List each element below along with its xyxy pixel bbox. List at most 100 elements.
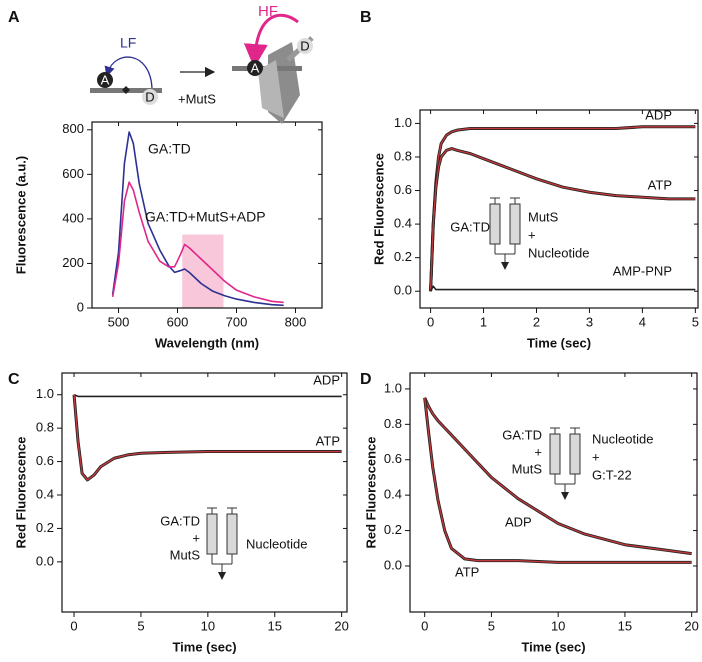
plot-frame [419,109,699,309]
y-tick-label: 0.2 [394,249,412,264]
y-tick-label: 0.6 [36,453,54,468]
acceptor [97,72,113,88]
x-tick-label: 500 [108,314,130,329]
x-tick-label: 2 [533,314,540,329]
inset-label: + [192,530,200,545]
x-tick-label: 10 [551,618,565,633]
panel-letter: A [8,9,20,26]
inset-label: GA:TD [160,513,200,528]
donor [297,38,313,54]
x-tick-label: 10 [201,618,215,633]
data-line [111,131,284,307]
x-tick-label: 800 [285,314,307,329]
hf-label: HF [258,3,278,20]
y-tick-label: 0.8 [394,148,412,163]
y-tick-label: 0.2 [384,522,402,537]
syringe-barrel [489,203,501,245]
x-tick-label: 0 [427,314,434,329]
data-line [111,181,284,304]
x-tick-label: 15 [618,618,632,633]
x-tick-label: 3 [586,314,593,329]
acceptor-label: A [101,72,110,87]
y-tick-label: 600 [62,166,84,181]
inset-label: Nucleotide [592,431,653,446]
data-line [423,397,692,564]
y-tick-label: 1.0 [384,380,402,395]
series-label: GA:TD [148,141,191,157]
fit-line [429,147,696,292]
x-axis-title: Time (sec) [521,639,585,654]
y-tick-label: 200 [62,255,84,270]
y-tick-label: 0 [77,299,84,314]
panel-letter: C [8,371,20,388]
plot-frame [91,121,323,309]
data-line [73,393,342,398]
x-tick-label: 700 [226,314,248,329]
inset-label: GA:TD [502,427,542,442]
y-tick-label: 0.0 [384,557,402,572]
data-line [423,397,692,556]
y-tick-label: 0.0 [36,553,54,568]
series-label: AMP-PNP [613,263,672,278]
inset-label: + [592,449,600,464]
inset-label: MutS [528,209,559,224]
series-label: GA:TD+MutS+ADP [145,209,266,225]
fit-line [429,126,696,292]
donor [142,89,158,105]
inset-label: + [528,227,536,242]
inset-label: MutS [170,547,201,562]
y-tick-label: 0.8 [36,420,54,435]
panel-letter: D [360,371,372,388]
mismatch [122,86,130,94]
series-label: ADP [505,514,532,529]
y-tick-label: 0.8 [384,416,402,431]
y-tick-label: 0.4 [384,487,402,502]
y-tick-label: 800 [62,121,84,136]
x-axis-title: Time (sec) [172,639,236,654]
data-line [429,285,696,292]
x-tick-label: 0 [421,618,428,633]
series-label: ADP [313,372,340,387]
x-axis-title: Wavelength (nm) [155,335,259,350]
x-tick-label: 0 [70,618,77,633]
series-label: ATP [316,433,340,448]
fit-line [424,397,692,555]
hf-arc [243,13,299,68]
x-tick-label: 1 [480,314,487,329]
syringe-barrel [226,513,238,555]
y-tick-label: 0.4 [394,216,412,231]
y-axis-title: Fluorescence (a.u.) [13,156,28,274]
y-tick-label: 1.0 [36,386,54,401]
syringe-barrel [206,513,218,555]
inset-label: Nucleotide [528,245,589,260]
x-tick-label: 20 [684,618,698,633]
donor-label: D [300,38,309,53]
x-tick-label: 5 [692,314,699,329]
y-tick-label: 0.6 [394,182,412,197]
syringe-barrel [569,433,581,475]
acceptor [247,60,263,76]
fit-line [73,394,342,481]
syringe-barrel [549,433,561,475]
plot-frame [409,372,698,613]
y-tick-label: 1.0 [394,115,412,130]
series-label: ADP [645,107,672,122]
y-tick-label: 0.4 [36,486,54,501]
plot-frame [61,372,348,613]
y-tick-label: 0.6 [384,451,402,466]
lf-label: LF [120,35,136,51]
y-tick-label: 0.2 [36,520,54,535]
y-axis-title: Red Fluorescence [371,153,386,265]
acceptor-label: A [251,60,260,75]
x-tick-label: 15 [268,618,282,633]
mutS-front [258,60,284,118]
x-tick-label: 4 [639,314,646,329]
y-tick-label: 0.0 [394,283,412,298]
panel-letter: B [360,9,372,26]
x-tick-label: 20 [334,618,348,633]
inset-label: Nucleotide [246,536,307,551]
lf-arc [104,56,153,89]
add-label: +MutS [178,91,216,106]
y-axis-title: Red Fluorescence [13,437,28,549]
y-axis-title: Red Fluorescence [363,437,378,549]
